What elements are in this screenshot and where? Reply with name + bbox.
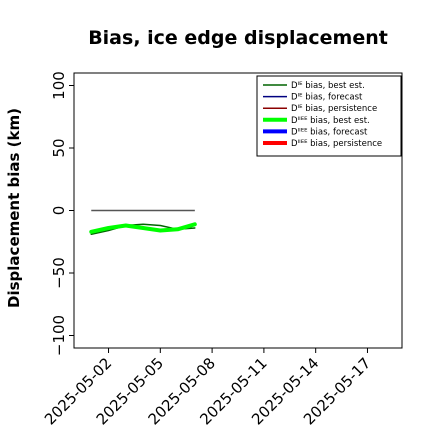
legend: Dᴵᴱ bias, best est. Dᴵᴱ bias, forecastDᴵᴱ… xyxy=(256,75,402,157)
legend-entry-label: Dᴵᴵᴱᴱ bias, best est. xyxy=(291,116,370,126)
y-tick-label: 0 xyxy=(50,206,68,216)
legend-entry-label: Dᴵᴱ bias, persistence xyxy=(291,104,377,114)
legend-entry-label: Dᴵᴱ bias, best est. xyxy=(291,81,365,91)
y-axis-label: Displacement bias (km) xyxy=(5,108,23,308)
series-line-3 xyxy=(89,222,197,234)
y-tick-label: −50 xyxy=(50,257,68,289)
y-tick-label: 50 xyxy=(50,138,68,157)
legend-entry-label: Dᴵᴵᴱᴱ bias, forecast xyxy=(291,127,368,137)
y-tick-label: −100 xyxy=(50,315,68,356)
y-tick-label: 100 xyxy=(50,71,68,100)
legend-entry-label: Dᴵᴵᴱᴱ bias, persistence xyxy=(291,139,382,149)
legend-entry-label: Dᴵᴱ bias, forecast xyxy=(291,93,363,103)
chart-title: Bias, ice edge displacement xyxy=(88,27,388,49)
